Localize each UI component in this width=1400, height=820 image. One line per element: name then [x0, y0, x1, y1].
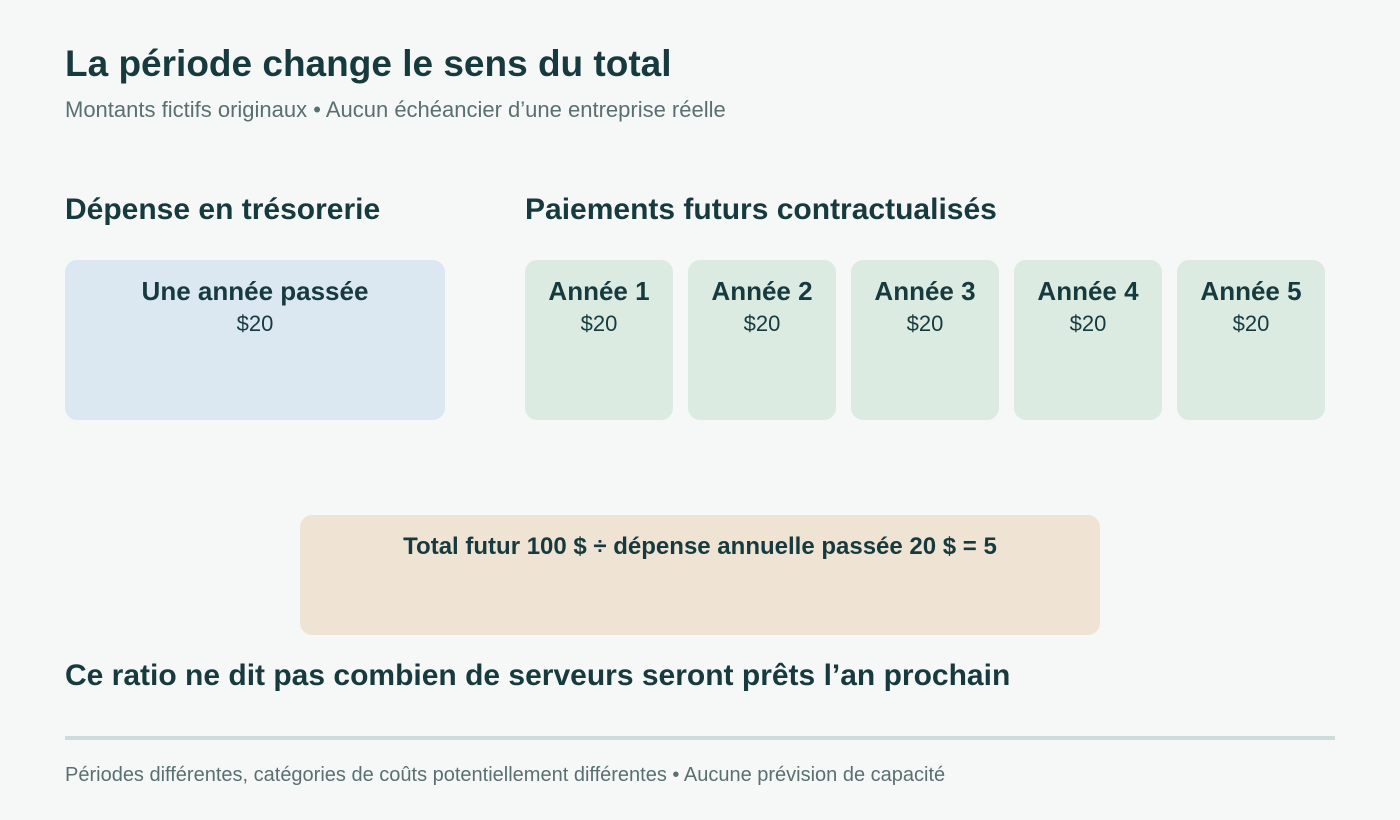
conclusion-text: Ce ratio ne dit pas combien de serveurs … — [65, 659, 1011, 692]
future-year-amount: $20 — [743, 311, 781, 336]
future-year-label: Année 1 — [548, 276, 650, 306]
future-year-label: Année 5 — [1200, 276, 1302, 306]
future-year-amount: $20 — [1232, 311, 1270, 336]
future-year-label: Année 2 — [711, 276, 813, 306]
future-year-card-2: Année 2 $20 — [688, 260, 836, 420]
past-year-label: Une année passée — [141, 276, 369, 306]
page-subtitle: Montants fictifs originaux • Aucun échéa… — [65, 97, 726, 122]
future-year-card-3: Année 3 $20 — [851, 260, 999, 420]
past-year-amount: $20 — [236, 311, 274, 336]
footer-divider — [65, 736, 1335, 740]
future-section-heading: Paiements futurs contractualisés — [525, 193, 997, 226]
footnote-text: Périodes différentes, catégories de coût… — [65, 764, 946, 786]
future-year-card-4: Année 4 $20 — [1014, 260, 1162, 420]
ratio-formula-text: Total futur 100 $ ÷ dépense annuelle pas… — [403, 533, 997, 560]
future-year-card-5: Année 5 $20 — [1177, 260, 1325, 420]
future-year-label: Année 3 — [874, 276, 976, 306]
future-year-label: Année 4 — [1037, 276, 1139, 306]
future-year-card-1: Année 1 $20 — [525, 260, 673, 420]
future-year-amount: $20 — [906, 311, 944, 336]
cash-section-heading: Dépense en trésorerie — [65, 193, 381, 226]
past-year-card: Une année passée $20 — [65, 260, 445, 420]
ratio-formula-box: Total futur 100 $ ÷ dépense annuelle pas… — [300, 515, 1100, 635]
page-title: La période change le sens du total — [65, 43, 672, 84]
future-year-amount: $20 — [580, 311, 618, 336]
future-year-amount: $20 — [1069, 311, 1107, 336]
